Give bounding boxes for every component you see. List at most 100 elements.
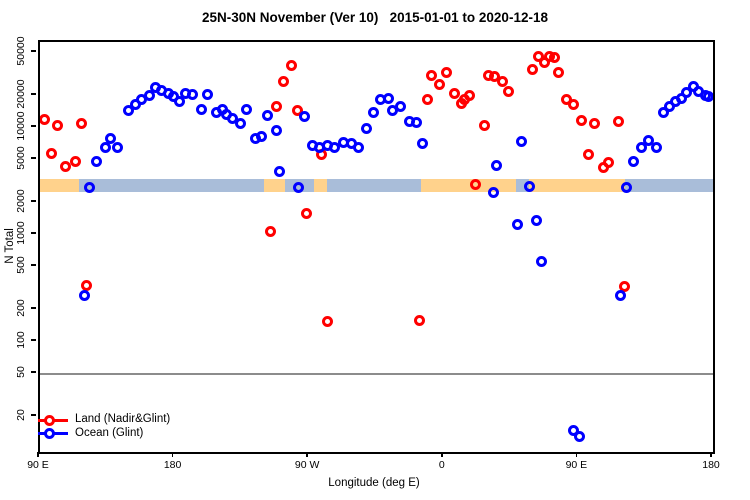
data-point-ocean <box>299 111 311 123</box>
data-point-ocean <box>417 137 429 149</box>
x-axis-label: Longitude (deg E) <box>328 477 420 489</box>
y-axis-label: N Total <box>4 228 16 264</box>
surface-band-ocean <box>327 178 422 193</box>
data-point-land <box>602 156 614 168</box>
data-point-land <box>532 51 544 63</box>
data-point-ocean <box>535 255 547 267</box>
data-point-land <box>278 76 290 88</box>
data-point-land <box>441 67 453 79</box>
data-point-ocean <box>353 141 365 153</box>
x-tick-mark <box>441 452 443 457</box>
x-tick-label: 180 <box>163 459 182 471</box>
data-point-ocean <box>490 159 502 171</box>
data-point-land <box>59 160 71 172</box>
surface-band-land <box>264 178 286 193</box>
data-point-ocean <box>487 186 499 198</box>
y-tick-mark <box>31 339 36 341</box>
data-point-land <box>583 149 595 161</box>
data-point-land <box>589 118 601 130</box>
data-point-ocean <box>104 132 116 144</box>
data-point-ocean <box>680 86 692 98</box>
legend-ocean-symbol <box>44 428 55 439</box>
y-tick-mark <box>31 264 36 266</box>
data-point-land <box>46 147 58 159</box>
data-point-land <box>478 120 490 132</box>
y-tick-mark <box>31 371 36 373</box>
x-tick-label: 0 <box>438 459 445 471</box>
data-point-land <box>421 93 433 105</box>
data-point-ocean <box>83 181 95 193</box>
y-tick-mark <box>31 125 36 127</box>
data-point-land <box>496 76 508 88</box>
data-point-ocean <box>234 118 246 130</box>
surface-band-ocean <box>78 178 265 193</box>
data-point-ocean <box>658 106 670 118</box>
data-point-land <box>568 99 580 111</box>
data-point-ocean <box>620 182 632 194</box>
surface-band-land <box>421 178 516 193</box>
data-point-land <box>270 100 282 112</box>
data-point-land <box>52 120 64 132</box>
data-point-land <box>285 60 297 72</box>
data-point-ocean <box>614 290 626 302</box>
y-tick-mark <box>31 200 36 202</box>
data-point-land <box>433 79 445 90</box>
x-tick-label: 90 W <box>294 459 320 471</box>
data-point-land <box>414 314 426 326</box>
data-point-ocean <box>635 141 647 153</box>
data-point-land <box>575 114 587 126</box>
data-point-land <box>300 207 312 219</box>
data-point-ocean <box>261 110 273 122</box>
data-point-ocean <box>79 290 91 302</box>
x-tick-label: 90 E <box>565 459 588 471</box>
y-tick-mark <box>31 232 36 234</box>
plot-box <box>38 40 715 454</box>
data-point-ocean <box>382 92 394 104</box>
surface-band-land <box>313 178 328 193</box>
data-point-land <box>538 56 550 68</box>
x-tick-mark <box>710 452 712 457</box>
data-point-ocean <box>574 431 586 443</box>
data-point-land <box>426 69 438 81</box>
data-point-land <box>40 114 50 126</box>
data-point-ocean <box>568 424 580 436</box>
data-point-land <box>448 88 460 100</box>
legend-land-symbol <box>44 414 55 426</box>
data-point-ocean <box>143 90 155 102</box>
data-point-ocean <box>511 218 523 230</box>
data-point-ocean <box>227 112 239 124</box>
data-point-ocean <box>240 103 252 115</box>
data-point-ocean <box>394 100 406 112</box>
data-point-ocean <box>100 141 112 153</box>
data-point-ocean <box>531 214 543 226</box>
data-point-land <box>502 85 514 97</box>
x-tick-mark <box>306 452 308 457</box>
data-point-ocean <box>173 96 185 108</box>
data-point-ocean <box>411 117 423 129</box>
y-tick-mark <box>31 93 36 95</box>
data-point-land <box>463 90 475 102</box>
data-point-land <box>619 281 631 293</box>
legend-ocean-label: Ocean (Glint) <box>75 426 144 439</box>
data-point-ocean <box>643 134 655 146</box>
y-tick-label: 50000 <box>15 36 27 66</box>
surface-band-ocean <box>624 178 713 193</box>
data-point-ocean <box>360 123 372 135</box>
y-tick-mark <box>31 157 36 159</box>
y-tick-mark <box>31 50 36 52</box>
data-point-land <box>553 67 565 79</box>
data-point-ocean <box>293 182 305 194</box>
plot-area <box>40 42 713 452</box>
data-point-ocean <box>196 103 208 115</box>
data-point-ocean <box>329 141 341 153</box>
x-tick-label: 90 E <box>27 459 49 471</box>
data-point-ocean <box>122 105 134 117</box>
data-point-ocean <box>516 135 528 147</box>
data-point-land <box>80 279 92 291</box>
data-point-ocean <box>523 180 535 192</box>
data-point-land <box>469 179 481 191</box>
data-point-ocean <box>703 91 713 103</box>
data-point-ocean <box>270 125 282 137</box>
x-tick-mark <box>171 452 174 457</box>
